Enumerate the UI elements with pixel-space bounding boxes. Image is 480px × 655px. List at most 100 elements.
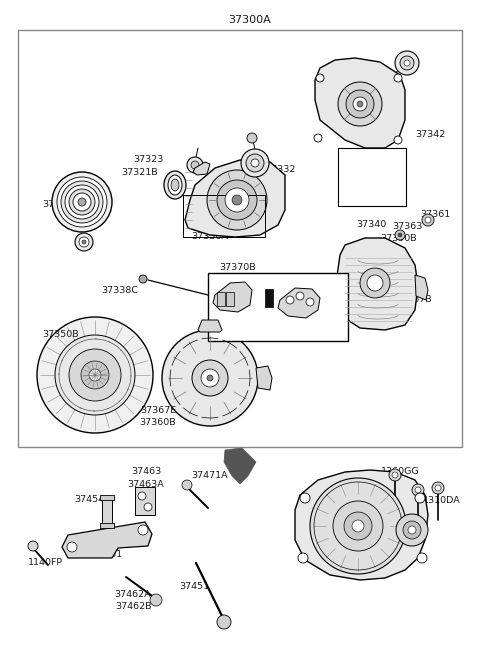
Circle shape [251, 159, 259, 167]
Circle shape [79, 237, 89, 247]
Text: 37461: 37461 [92, 550, 122, 559]
Polygon shape [315, 58, 405, 148]
Polygon shape [193, 162, 210, 175]
Circle shape [162, 330, 258, 426]
Circle shape [422, 214, 434, 226]
Bar [183, 195, 265, 237]
Polygon shape [278, 288, 320, 318]
Text: 1351GA: 1351GA [378, 510, 416, 519]
Circle shape [306, 298, 314, 306]
Text: 37370B: 37370B [220, 263, 256, 272]
Circle shape [150, 594, 162, 606]
Circle shape [65, 185, 99, 219]
Circle shape [217, 180, 257, 220]
Text: 37350B: 37350B [42, 330, 79, 339]
Circle shape [138, 525, 148, 535]
Circle shape [298, 553, 308, 563]
Text: 37360B: 37360B [140, 418, 176, 427]
Circle shape [344, 512, 372, 540]
Text: 37334: 37334 [242, 185, 272, 194]
Polygon shape [213, 282, 252, 312]
Circle shape [246, 154, 264, 172]
Circle shape [352, 520, 364, 532]
Circle shape [201, 369, 219, 387]
Circle shape [333, 501, 383, 551]
Circle shape [425, 217, 431, 223]
Text: 37332: 37332 [265, 165, 295, 174]
Text: 1360GG: 1360GG [381, 467, 420, 476]
Text: 37361: 37361 [420, 210, 450, 219]
Bar [100, 523, 114, 528]
Circle shape [417, 553, 427, 563]
Circle shape [404, 60, 410, 66]
Text: 37340: 37340 [356, 220, 386, 229]
Text: 37311E: 37311E [42, 200, 78, 209]
Circle shape [392, 472, 398, 478]
Text: 37462A: 37462A [115, 590, 151, 599]
Circle shape [81, 361, 109, 389]
Polygon shape [224, 448, 256, 484]
Circle shape [394, 136, 402, 144]
Circle shape [395, 51, 419, 75]
Circle shape [403, 521, 421, 539]
Circle shape [69, 189, 95, 215]
Polygon shape [335, 238, 418, 330]
Text: 37363: 37363 [392, 222, 422, 231]
Bar [100, 495, 114, 500]
Circle shape [394, 74, 402, 82]
Polygon shape [185, 160, 285, 237]
Circle shape [314, 134, 322, 142]
Circle shape [67, 542, 77, 552]
Text: 1140FP: 1140FP [28, 558, 63, 567]
Circle shape [187, 157, 203, 173]
Text: 37390B: 37390B [380, 234, 417, 243]
Circle shape [217, 615, 231, 629]
Text: 37463: 37463 [131, 467, 161, 476]
Bar [226, 292, 234, 306]
Text: 37369B: 37369B [268, 280, 305, 289]
Text: 37368B: 37368B [216, 323, 252, 332]
Circle shape [300, 493, 310, 503]
Text: 37451: 37451 [179, 582, 209, 591]
Circle shape [389, 469, 401, 481]
Text: 37471A: 37471A [191, 471, 228, 480]
Bar [102, 497, 112, 525]
Circle shape [398, 233, 402, 237]
Circle shape [37, 317, 153, 433]
Polygon shape [198, 320, 222, 332]
Bar [18, 30, 462, 447]
Circle shape [396, 514, 428, 546]
Circle shape [73, 193, 91, 211]
Text: 37462B: 37462B [115, 602, 151, 611]
Ellipse shape [168, 175, 182, 195]
Circle shape [232, 195, 242, 205]
Text: 37330A: 37330A [192, 232, 228, 241]
Circle shape [139, 275, 147, 283]
Circle shape [432, 482, 444, 494]
Circle shape [412, 484, 424, 496]
Circle shape [52, 172, 112, 232]
Text: 37321B: 37321B [122, 168, 158, 177]
Circle shape [78, 198, 86, 206]
Bar [208, 273, 348, 341]
Circle shape [247, 133, 257, 143]
Circle shape [435, 485, 441, 491]
Circle shape [192, 360, 228, 396]
Circle shape [82, 240, 86, 244]
Ellipse shape [171, 179, 179, 191]
Circle shape [357, 101, 363, 107]
Circle shape [241, 149, 269, 177]
Bar [265, 289, 273, 307]
Text: 1310DA: 1310DA [423, 496, 461, 505]
Circle shape [316, 74, 324, 82]
Circle shape [144, 503, 152, 511]
Circle shape [408, 526, 416, 534]
Bar [135, 487, 155, 515]
Circle shape [57, 177, 107, 227]
Circle shape [89, 369, 101, 381]
Polygon shape [256, 366, 272, 390]
Circle shape [346, 90, 374, 118]
Polygon shape [415, 275, 428, 300]
Circle shape [286, 296, 294, 304]
Circle shape [415, 487, 421, 493]
